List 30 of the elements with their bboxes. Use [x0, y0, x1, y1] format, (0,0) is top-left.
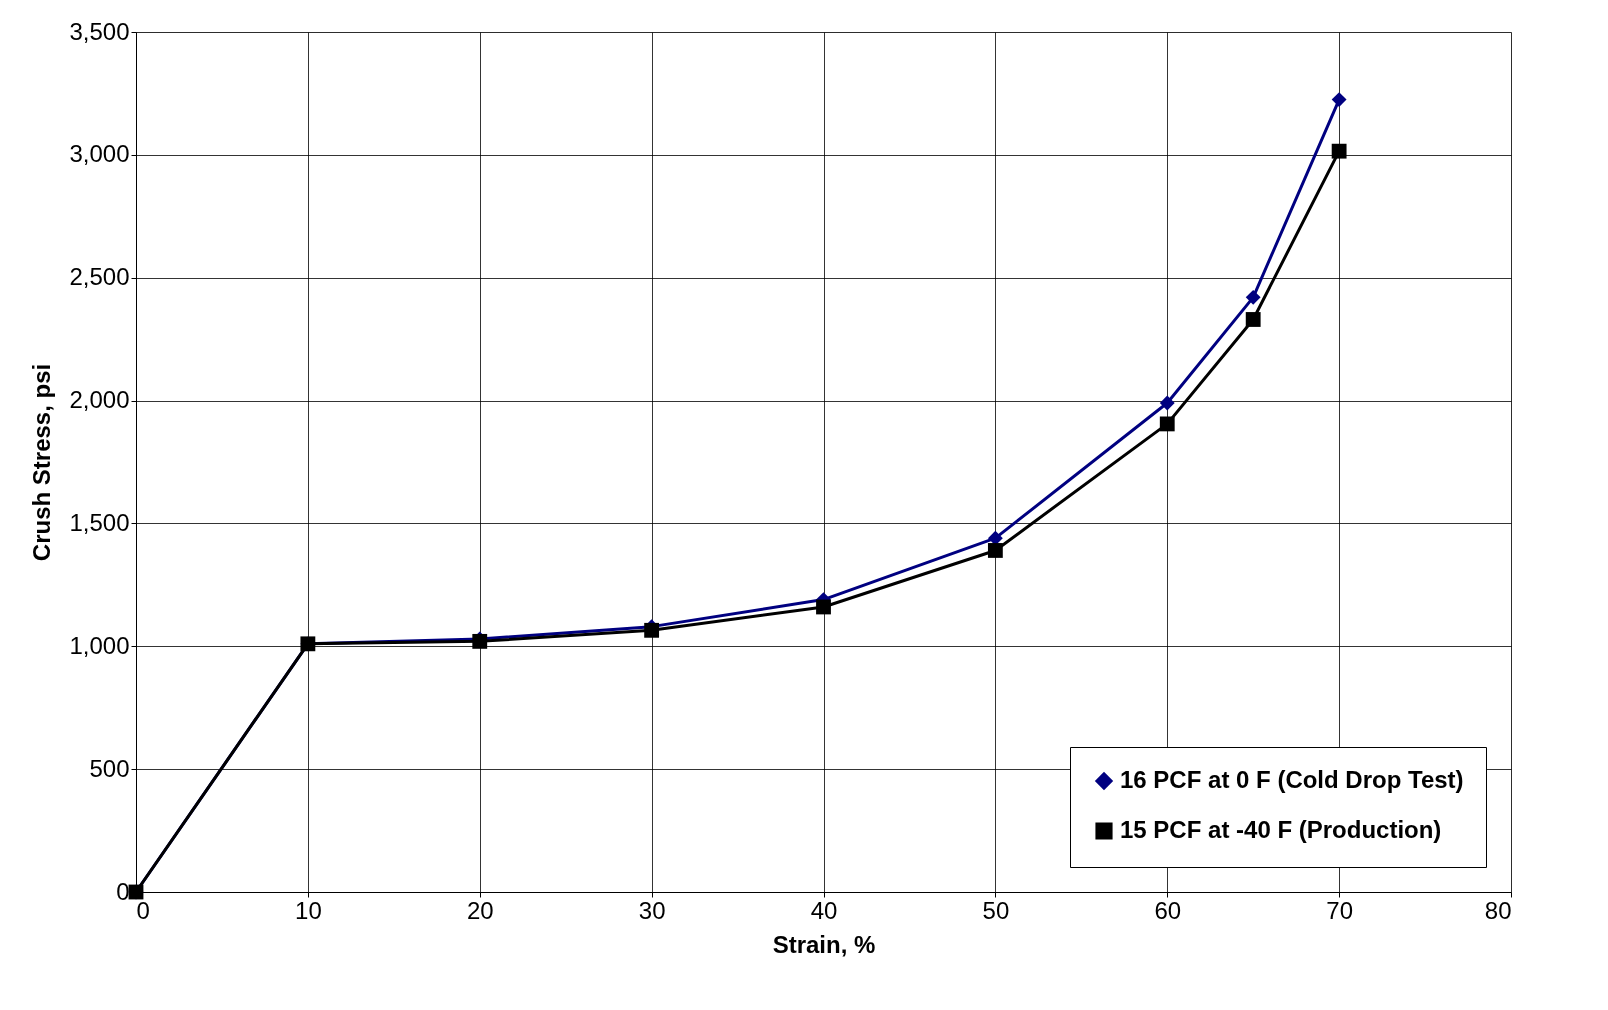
x-axis-title: Strain, % [772, 930, 876, 958]
x-tick-label: 60 [1154, 896, 1182, 924]
point [987, 530, 1003, 546]
x-tick-label: 40 [810, 896, 838, 924]
x-tick-label: 0 [136, 896, 150, 924]
y-tick-label: 3,500 [69, 17, 130, 45]
y-tick-label: 3,000 [69, 140, 130, 168]
x-tick-label: 30 [638, 896, 666, 924]
legend-label: 16 PCF at 0 F (Cold Drop Test) [1120, 766, 1464, 793]
y-axis-title: Crush Stress, psi [28, 363, 56, 562]
legend-label: 15 PCF at -40 F (Production) [1120, 816, 1442, 843]
point [1245, 289, 1261, 305]
y-tick-label: 0 [116, 877, 130, 905]
x-tick-label: 80 [1484, 896, 1512, 924]
y-tick-label: 1,500 [69, 508, 130, 536]
y-tick-label: 1,000 [69, 631, 130, 659]
x-tick-label: 70 [1326, 896, 1353, 924]
point [816, 599, 831, 615]
point [1245, 312, 1261, 327]
point [987, 543, 1003, 558]
y-tick-label: 500 [89, 754, 130, 782]
x-tick-label: 50 [982, 896, 1010, 924]
x-tick-label: 10 [295, 896, 322, 924]
point [1159, 416, 1175, 432]
x-tick-label: 20 [466, 896, 494, 924]
point [1159, 395, 1175, 411]
point [1331, 143, 1347, 159]
y-tick-label: 2,500 [69, 263, 130, 291]
y-tick-label: 2,000 [69, 386, 130, 414]
point [1331, 92, 1347, 107]
